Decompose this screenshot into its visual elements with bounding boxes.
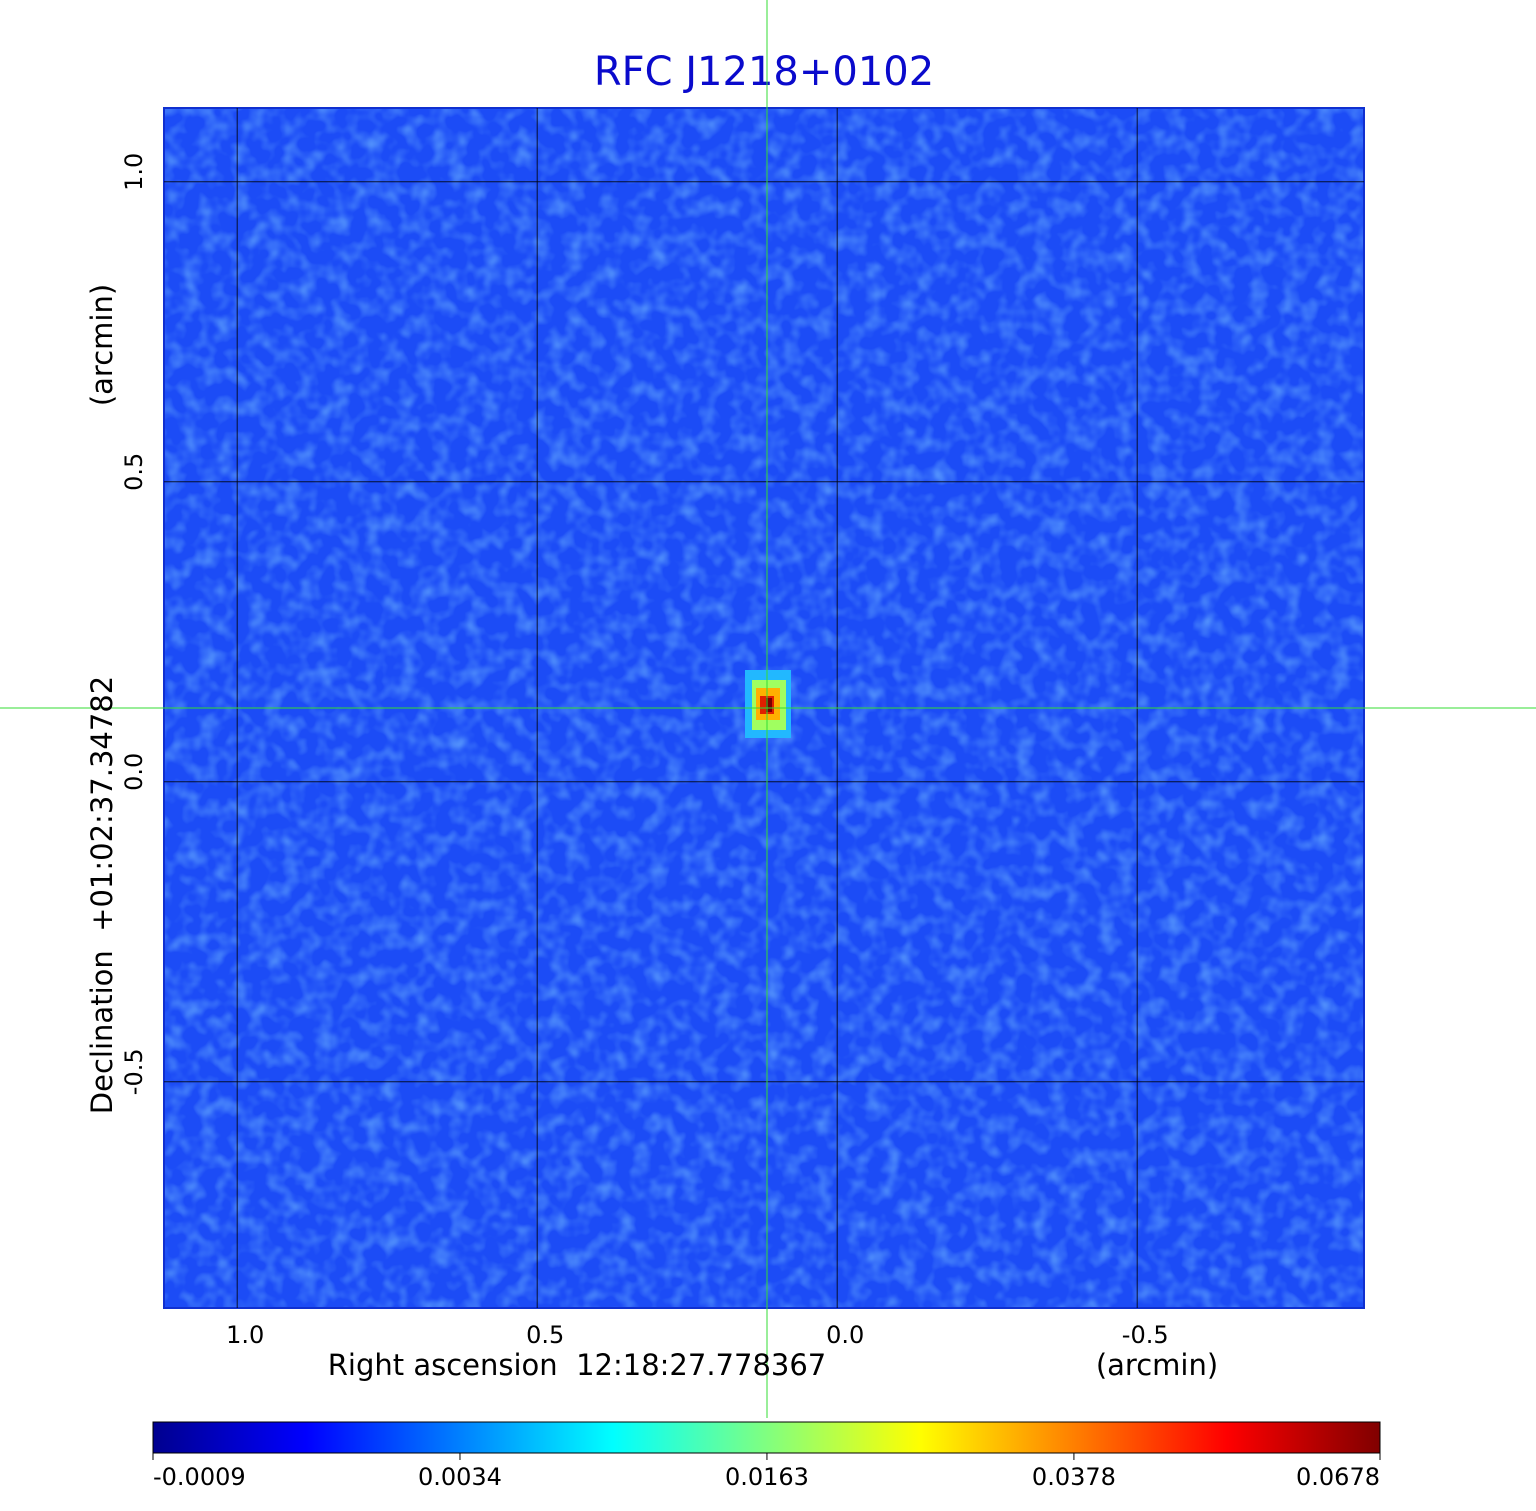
- y-axis-label: Declination +01:02:37.34782: [85, 676, 119, 1114]
- x-tick-label: 0.0: [826, 1321, 864, 1349]
- source-peak-pixel: [766, 698, 772, 712]
- colorbar-tick-label: 0.0678: [1296, 1463, 1380, 1491]
- y-tick-label: 1.0: [120, 153, 148, 191]
- colorbar-tick-label: 0.0163: [725, 1463, 809, 1491]
- y-tick-label: 0.5: [120, 453, 148, 491]
- x-tick-label: 0.5: [526, 1321, 564, 1349]
- colorbar: [152, 1421, 1381, 1454]
- y-tick-label: 0.0: [120, 753, 148, 791]
- x-tick-label: -0.5: [1122, 1321, 1169, 1349]
- x-axis-unit: (arcmin): [1096, 1348, 1218, 1382]
- x-axis-label: Right ascension 12:18:27.778367: [328, 1348, 827, 1382]
- y-axis-unit: (arcmin): [85, 284, 119, 406]
- colorbar-tick-label: 0.0034: [418, 1463, 502, 1491]
- colorbar-tick-label: -0.0009: [153, 1463, 246, 1491]
- x-tick-label: 1.0: [226, 1321, 264, 1349]
- colorbar-tick-label: 0.0378: [1032, 1463, 1116, 1491]
- y-tick-label: -0.5: [120, 1048, 148, 1095]
- chart-title: RFC J1218+0102: [594, 49, 934, 95]
